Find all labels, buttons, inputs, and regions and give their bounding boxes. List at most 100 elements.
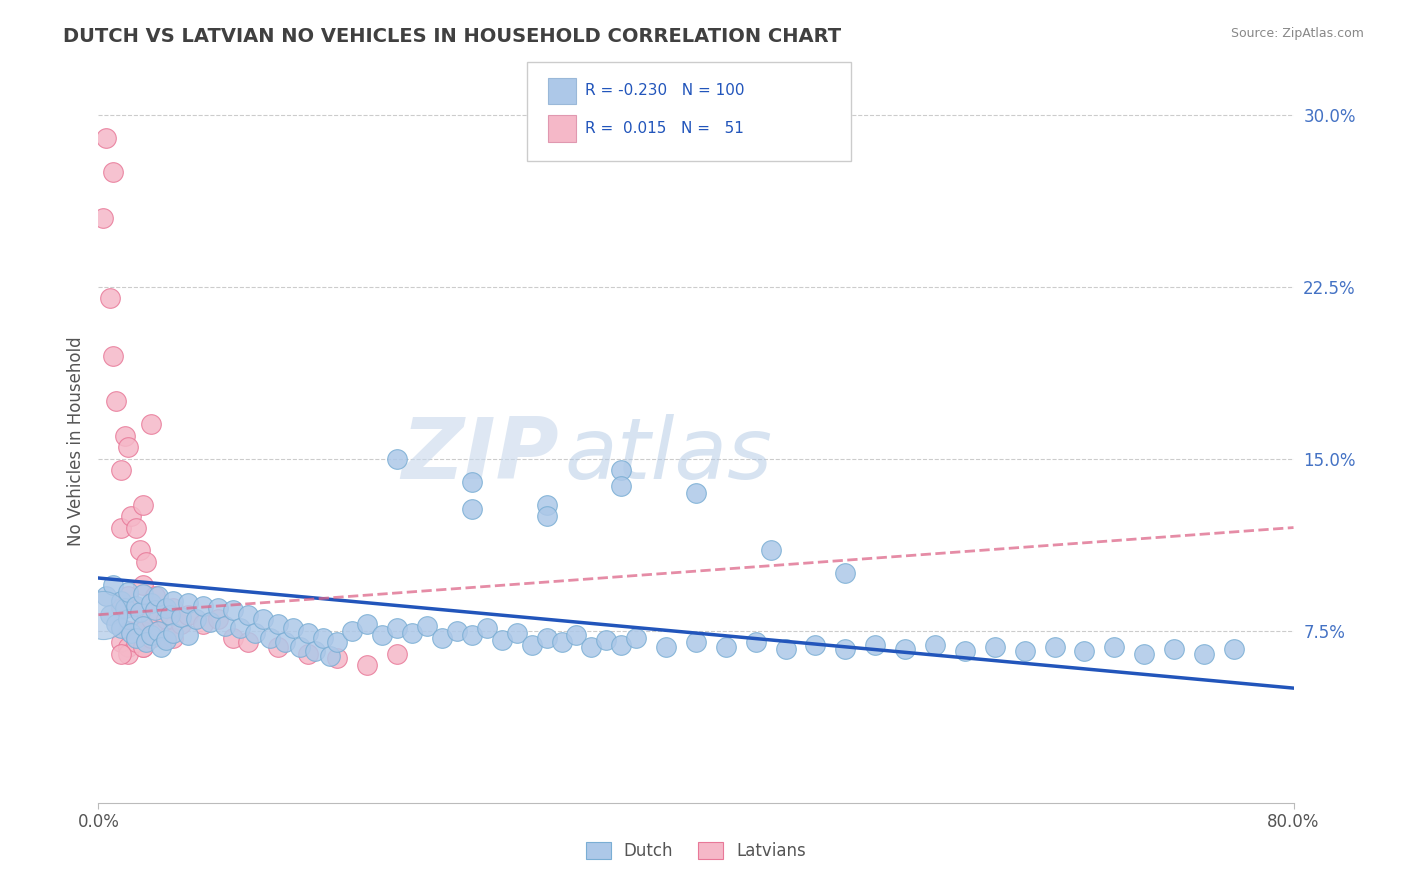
Point [139, 631, 162, 645]
Point [162, 600, 184, 615]
Point [120, 626, 142, 640]
Point [139, 628, 162, 642]
Point [125, 600, 148, 615]
Point [110, 520, 132, 534]
Point [132, 578, 155, 592]
Point [685, 486, 707, 500]
Point [1043, 640, 1066, 654]
Point [155, 631, 177, 645]
Point [162, 626, 184, 640]
Point [229, 622, 252, 636]
Point [401, 626, 423, 640]
Point [177, 607, 200, 622]
Point [222, 603, 245, 617]
Point [595, 632, 617, 647]
Point [371, 628, 394, 642]
Point [120, 509, 142, 524]
Point [1073, 644, 1095, 658]
Point [655, 640, 678, 654]
Point [804, 638, 827, 652]
Point [297, 647, 319, 661]
Point [267, 640, 290, 654]
Point [461, 475, 484, 489]
Point [385, 451, 409, 466]
Point [536, 498, 558, 512]
Point [155, 612, 177, 626]
Point [177, 596, 200, 610]
Point [259, 631, 281, 645]
Point [214, 619, 236, 633]
Point [865, 638, 887, 652]
Point [91, 211, 114, 225]
Point [135, 635, 157, 649]
Point [117, 440, 139, 454]
Point [117, 590, 139, 604]
Point [125, 599, 148, 613]
Point [252, 612, 274, 626]
Point [1104, 640, 1126, 654]
Point [222, 631, 245, 645]
Point [139, 612, 162, 626]
Point [550, 635, 572, 649]
Point [139, 417, 162, 432]
Point [110, 594, 132, 608]
Point [125, 631, 148, 645]
Point [110, 622, 132, 636]
Point [953, 644, 976, 658]
Point [200, 615, 222, 629]
Point [103, 349, 125, 363]
Point [1014, 644, 1036, 658]
Point [117, 640, 139, 654]
Point [536, 509, 558, 524]
Point [281, 622, 304, 636]
Point [745, 635, 768, 649]
Point [148, 624, 170, 638]
Point [461, 628, 484, 642]
Point [169, 616, 191, 631]
Point [143, 603, 166, 617]
Point [834, 642, 856, 657]
Point [1192, 647, 1215, 661]
Point [135, 555, 157, 569]
Point [129, 543, 152, 558]
Point [105, 616, 128, 631]
Point [125, 631, 148, 645]
Point [1163, 642, 1185, 657]
Text: R =  0.015   N =   51: R = 0.015 N = 51 [585, 121, 744, 136]
Point [267, 616, 290, 631]
Point [177, 628, 200, 642]
Point [245, 626, 267, 640]
Point [110, 600, 132, 615]
Text: DUTCH VS LATVIAN NO VEHICLES IN HOUSEHOLD CORRELATION CHART: DUTCH VS LATVIAN NO VEHICLES IN HOUSEHOL… [63, 27, 841, 45]
Point [610, 479, 633, 493]
Point [114, 600, 136, 615]
Point [98, 607, 122, 622]
Point [117, 584, 139, 599]
Point [342, 624, 364, 638]
Point [132, 619, 155, 633]
Point [326, 651, 349, 665]
Point [565, 628, 588, 642]
Point [475, 622, 498, 636]
Point [236, 635, 259, 649]
Point [132, 624, 155, 638]
Point [94, 590, 117, 604]
Point [536, 631, 558, 645]
Point [610, 638, 633, 652]
Point [148, 590, 170, 604]
Point [98, 291, 122, 305]
Point [924, 638, 946, 652]
Point [297, 626, 319, 640]
Point [326, 635, 349, 649]
Point [184, 612, 207, 626]
Point [236, 607, 259, 622]
Point [169, 610, 191, 624]
Point [110, 647, 132, 661]
Point [148, 607, 170, 622]
Point [520, 638, 543, 652]
Point [148, 624, 170, 638]
Point [91, 607, 114, 622]
Point [150, 640, 173, 654]
Point [491, 632, 513, 647]
Text: R = -0.230   N = 100: R = -0.230 N = 100 [585, 84, 744, 98]
